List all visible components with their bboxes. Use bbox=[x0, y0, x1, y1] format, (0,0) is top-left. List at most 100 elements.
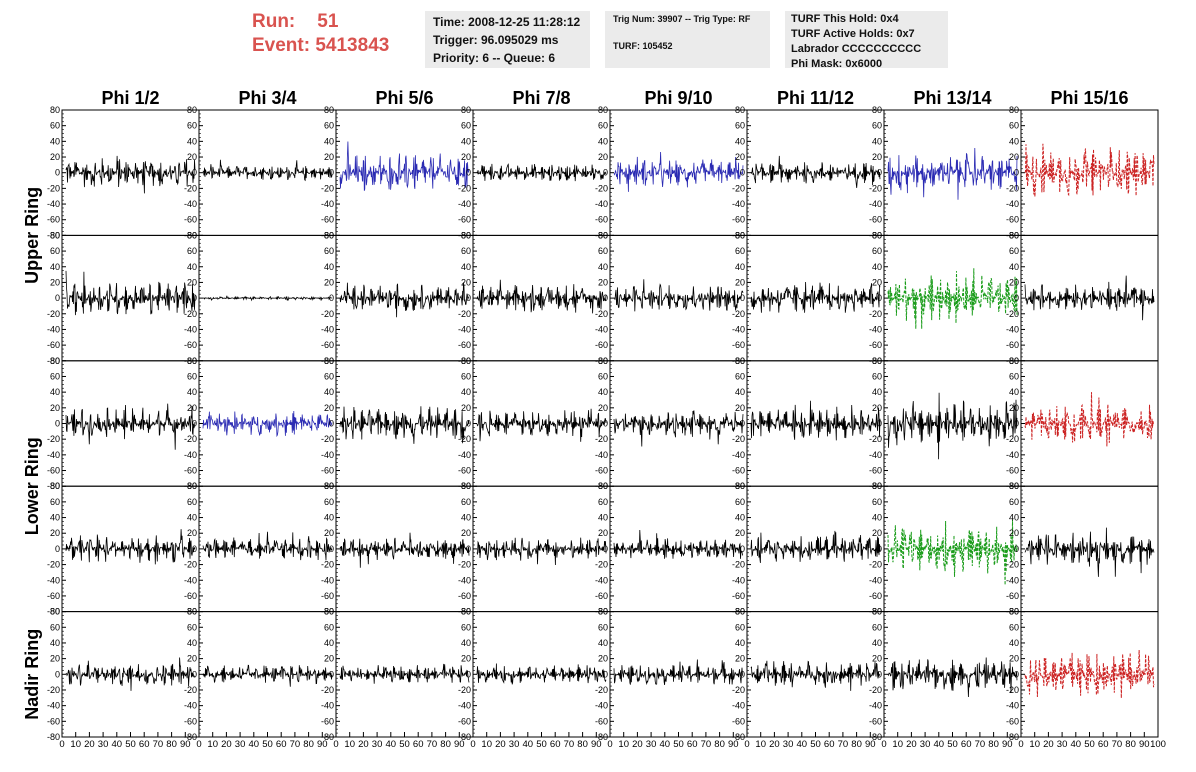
y-tick-label: -40 bbox=[869, 575, 882, 585]
ring-label: Lower Ring bbox=[22, 437, 42, 535]
y-tick-label: -60 bbox=[869, 340, 882, 350]
y-tick-label: 80 bbox=[735, 607, 745, 617]
y-tick-label: 0 bbox=[740, 669, 745, 679]
y-tick-label: -60 bbox=[184, 215, 197, 225]
y-tick-label: 80 bbox=[324, 230, 334, 240]
y-tick-label: -20 bbox=[869, 685, 882, 695]
y-tick-label: 0 bbox=[877, 544, 882, 554]
y-tick-label: -80 bbox=[732, 732, 745, 742]
x-tick-label: 60 bbox=[413, 739, 424, 750]
y-tick-label: 0 bbox=[192, 293, 197, 303]
y-tick-label: 40 bbox=[50, 136, 60, 146]
y-tick-label: 80 bbox=[461, 105, 471, 115]
y-tick-label: -80 bbox=[595, 732, 608, 742]
x-tick-label: 0 bbox=[607, 739, 612, 750]
y-tick-label: -60 bbox=[47, 716, 60, 726]
y-tick-label: 60 bbox=[598, 121, 608, 131]
x-tick-label: 40 bbox=[112, 739, 123, 750]
y-tick-label: 60 bbox=[598, 622, 608, 632]
y-tick-label: 0 bbox=[192, 544, 197, 554]
y-tick-label: 40 bbox=[598, 387, 608, 397]
y-tick-label: 0 bbox=[329, 669, 334, 679]
y-tick-label: 40 bbox=[50, 638, 60, 648]
y-tick-label: -20 bbox=[47, 685, 60, 695]
y-tick-label: 0 bbox=[1014, 419, 1019, 429]
waveform-trace bbox=[1024, 275, 1155, 321]
y-tick-label: 40 bbox=[461, 638, 471, 648]
x-tick-label: 30 bbox=[646, 739, 657, 750]
event-value: 5413843 bbox=[315, 35, 390, 56]
y-tick-label: -20 bbox=[321, 560, 334, 570]
y-tick-label: 0 bbox=[877, 168, 882, 178]
y-tick-label: 60 bbox=[872, 121, 882, 131]
y-tick-label: 80 bbox=[872, 356, 882, 366]
x-tick-label: 40 bbox=[1071, 739, 1082, 750]
y-tick-label: 0 bbox=[740, 293, 745, 303]
y-tick-label: 60 bbox=[461, 622, 471, 632]
y-tick-label: -60 bbox=[595, 340, 608, 350]
y-tick-label: 20 bbox=[187, 654, 197, 664]
y-tick-label: 40 bbox=[324, 136, 334, 146]
y-tick-label: -60 bbox=[184, 591, 197, 601]
y-tick-label: -20 bbox=[869, 309, 882, 319]
y-tick-label: 40 bbox=[1009, 387, 1019, 397]
panel-frame bbox=[1020, 611, 1159, 738]
y-tick-label: -40 bbox=[458, 199, 471, 209]
y-tick-label: 0 bbox=[1014, 669, 1019, 679]
y-tick-label: -60 bbox=[595, 466, 608, 476]
y-tick-label: -40 bbox=[595, 324, 608, 334]
y-tick-label: 60 bbox=[1009, 121, 1019, 131]
x-tick-label: 50 bbox=[947, 739, 958, 750]
x-tick-label: 60 bbox=[961, 739, 972, 750]
y-tick-label: -60 bbox=[458, 716, 471, 726]
y-tick-label: 20 bbox=[872, 152, 882, 162]
column-header: Phi 13/14 bbox=[913, 88, 991, 108]
trig-info-box: Trig Num: 39907 -- Trig Type: RF TURF: 1… bbox=[605, 11, 770, 68]
x-tick-label: 50 bbox=[1084, 739, 1095, 750]
x-tick-label: 0 bbox=[744, 739, 749, 750]
y-tick-label: 40 bbox=[461, 262, 471, 272]
waveform-trace bbox=[613, 659, 744, 686]
y-tick-label: 20 bbox=[735, 403, 745, 413]
y-tick-label: -60 bbox=[47, 591, 60, 601]
y-tick-label: -60 bbox=[732, 591, 745, 601]
waveform-trace bbox=[339, 532, 470, 568]
y-tick-label: -60 bbox=[321, 215, 334, 225]
panel-frame bbox=[883, 485, 1022, 613]
y-tick-label: 60 bbox=[1009, 371, 1019, 381]
y-tick-label: 80 bbox=[735, 356, 745, 366]
y-tick-label: -60 bbox=[321, 716, 334, 726]
y-tick-label: -20 bbox=[458, 183, 471, 193]
y-tick-label: 60 bbox=[187, 246, 197, 256]
y-tick-label: 80 bbox=[187, 105, 197, 115]
waveform-trace bbox=[613, 529, 744, 559]
y-tick-label: 80 bbox=[1009, 481, 1019, 491]
x-tick-label: 30 bbox=[509, 739, 520, 750]
x-tick-label: 70 bbox=[975, 739, 986, 750]
waveform-trace bbox=[613, 410, 744, 447]
y-tick-label: 80 bbox=[872, 481, 882, 491]
y-tick-label: 80 bbox=[461, 230, 471, 240]
x-tick-label: 20 bbox=[632, 739, 643, 750]
y-tick-label: -20 bbox=[869, 183, 882, 193]
x-tick-label: 80 bbox=[440, 739, 451, 750]
y-tick-label: -60 bbox=[869, 215, 882, 225]
y-tick-label: 0 bbox=[740, 419, 745, 429]
y-tick-label: 0 bbox=[329, 544, 334, 554]
time-info-box: Time: 2008-12-25 11:28:12 Trigger: 96.09… bbox=[425, 11, 590, 68]
y-tick-label: 80 bbox=[50, 356, 60, 366]
y-tick-label: -20 bbox=[1006, 183, 1019, 193]
y-tick-label: 60 bbox=[598, 246, 608, 256]
x-tick-label: 10 bbox=[618, 739, 629, 750]
y-tick-label: 80 bbox=[1009, 607, 1019, 617]
y-tick-label: 20 bbox=[324, 528, 334, 538]
y-tick-label: -20 bbox=[732, 560, 745, 570]
y-tick-label: -60 bbox=[732, 466, 745, 476]
y-tick-label: 0 bbox=[740, 168, 745, 178]
y-tick-label: -20 bbox=[732, 183, 745, 193]
y-tick-label: 20 bbox=[50, 277, 60, 287]
y-tick-label: 80 bbox=[1009, 105, 1019, 115]
y-tick-label: -60 bbox=[1006, 716, 1019, 726]
y-tick-label: 20 bbox=[187, 403, 197, 413]
column-header: Phi 1/2 bbox=[101, 88, 159, 108]
